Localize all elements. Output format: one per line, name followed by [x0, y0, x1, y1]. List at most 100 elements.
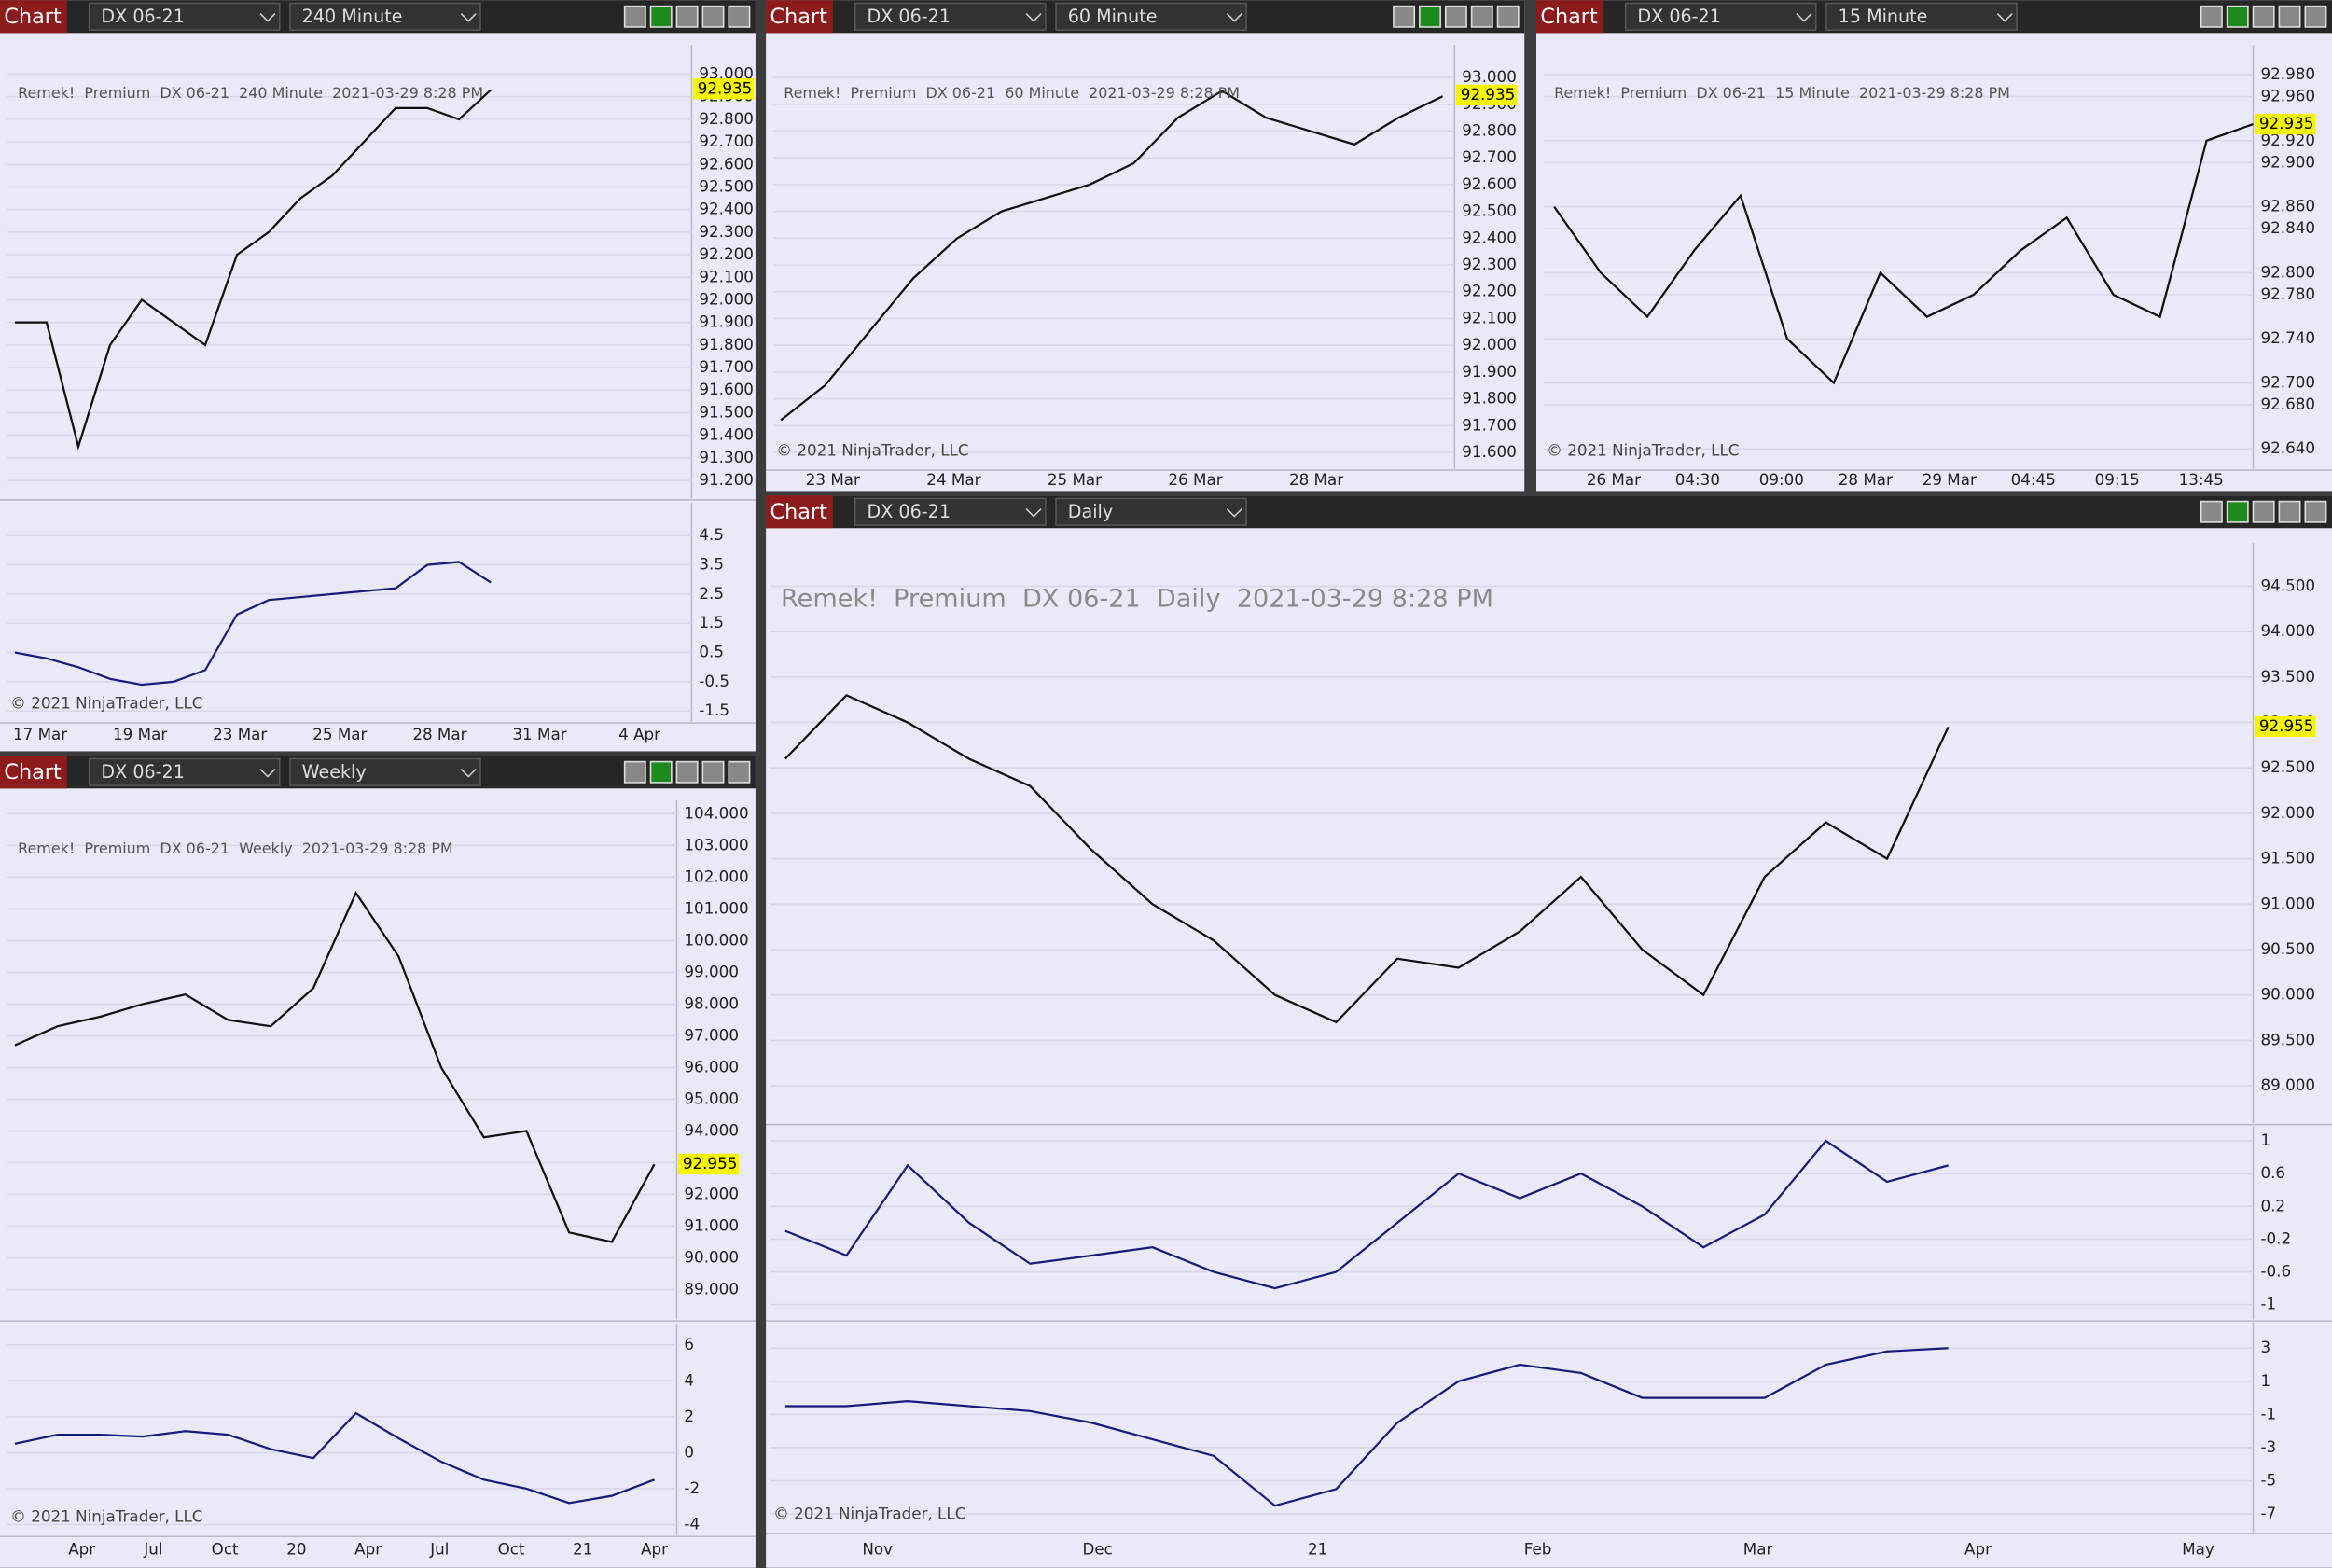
- y-tick-label: 99.000: [684, 962, 739, 980]
- chart-button[interactable]: [1536, 0, 1603, 34]
- instrument: DX 06-21: [101, 761, 184, 783]
- y-tick-label: 91.000: [2260, 894, 2315, 912]
- instrument-dropdown[interactable]: [854, 2, 1047, 31]
- x-tick-label: 4 Apr: [618, 725, 660, 743]
- x-tick-label: May: [2182, 1540, 2214, 1559]
- x-tick-label: Apr: [641, 1540, 668, 1559]
- y-tick-label: 92.500: [699, 177, 754, 196]
- last-price-marker: [678, 1153, 740, 1175]
- x-tick-label: 09:00: [1759, 470, 1804, 489]
- y-tick-label: 92.000: [2260, 803, 2315, 822]
- x-tick-label: 23 Mar: [213, 725, 267, 743]
- window-button[interactable]: [1419, 5, 1441, 28]
- instrument-dropdown[interactable]: [88, 757, 281, 786]
- dropdown-arrow: [1025, 507, 1042, 518]
- interval-dropdown[interactable]: [289, 2, 481, 31]
- y-tick-label: 90.000: [2260, 985, 2315, 1004]
- price-line: [14, 89, 492, 451]
- window-button[interactable]: [2304, 500, 2327, 523]
- instrument-dropdown[interactable]: [1624, 2, 1817, 31]
- interval-dropdown[interactable]: [1825, 2, 2018, 31]
- window-button[interactable]: [2252, 5, 2275, 28]
- window-button[interactable]: [1470, 5, 1493, 28]
- y-tick-label: 91.200: [699, 470, 754, 489]
- y-tick-label: 89.000: [2260, 1075, 2315, 1094]
- window-button[interactable]: [623, 5, 646, 28]
- window-button[interactable]: [2200, 500, 2223, 523]
- window-button[interactable]: [2226, 5, 2249, 28]
- copyright: © 2021 NinjaTrader, LLC: [776, 440, 968, 459]
- window-button[interactable]: [649, 760, 673, 784]
- chart-title: Remek! Premium DX 06-21 240 Minute 2021-…: [18, 84, 483, 102]
- interval-dropdown[interactable]: [1055, 2, 1247, 31]
- window-button[interactable]: [701, 5, 725, 28]
- y-tick-label: -4: [684, 1514, 700, 1533]
- x-tick-label: Mar: [1743, 1540, 1773, 1559]
- window-button[interactable]: [675, 5, 699, 28]
- x-tick-label: Apr: [354, 1540, 382, 1559]
- chart-button[interactable]: [0, 0, 67, 34]
- window-button[interactable]: [649, 5, 673, 28]
- instrument-dropdown[interactable]: [88, 2, 281, 31]
- y-tick-label: 1: [2260, 1131, 2270, 1149]
- chart-button-label: Chart: [1540, 5, 1598, 29]
- instrument: DX 06-21: [868, 501, 951, 522]
- interval-dropdown[interactable]: [1055, 497, 1247, 526]
- chart-title: Remek! Premium DX 06-21 60 Minute 2021-0…: [784, 84, 1240, 102]
- window-button[interactable]: [2278, 5, 2301, 28]
- y-tick-label: 90.000: [684, 1247, 739, 1266]
- y-tick-label: 89.500: [2260, 1030, 2315, 1048]
- chart-button[interactable]: [0, 756, 67, 789]
- y-tick-label: 104.000: [684, 803, 748, 822]
- dropdown-arrow: [259, 13, 276, 22]
- window-button[interactable]: [2304, 5, 2327, 28]
- dropdown-arrow: [460, 13, 477, 22]
- window-button[interactable]: [1496, 5, 1520, 28]
- instrument-dropdown[interactable]: [854, 497, 1047, 526]
- chart-button[interactable]: [766, 495, 833, 529]
- chart-button[interactable]: [766, 0, 833, 34]
- y-tick-label: 100.000: [684, 930, 748, 949]
- x-tick-label: 26 Mar: [1168, 470, 1222, 489]
- window-button[interactable]: [2252, 500, 2275, 523]
- y-tick-label: 92.680: [2260, 395, 2315, 413]
- copyright: © 2021 NinjaTrader, LLC: [10, 693, 202, 712]
- y-tick-label: 92.740: [2260, 328, 2315, 347]
- window-button[interactable]: [2226, 500, 2249, 523]
- window-button[interactable]: [1393, 5, 1416, 28]
- y-tick-label: -1.5: [699, 701, 729, 719]
- y-tick-label: 92.600: [1462, 174, 1517, 193]
- y-tick-label: 3.5: [699, 555, 724, 574]
- window-button[interactable]: [675, 760, 699, 784]
- y-tick-label: 0: [684, 1442, 694, 1461]
- y-tick-label: 91.600: [699, 380, 754, 398]
- dropdown-arrow: [1996, 13, 2013, 22]
- y-tick-label: -2: [684, 1478, 700, 1497]
- x-tick-label: Jul: [429, 1540, 449, 1559]
- y-tick-label: 92.800: [1462, 121, 1517, 140]
- window-button[interactable]: [701, 760, 725, 784]
- y-tick-label: -0.6: [2260, 1262, 2291, 1281]
- y-tick-label: 4: [684, 1370, 694, 1389]
- chart-window: [766, 0, 1525, 492]
- y-tick-label: 92.500: [1462, 201, 1517, 220]
- interval: 60 Minute: [1068, 6, 1158, 27]
- interval-dropdown[interactable]: [289, 757, 481, 786]
- window-button[interactable]: [2200, 5, 2223, 28]
- y-tick-label: 2.5: [699, 584, 724, 603]
- window-button[interactable]: [728, 5, 751, 28]
- chart-title: Remek! Premium DX 06-21 Weekly 2021-03-2…: [18, 840, 453, 857]
- x-tick-label: 26 Mar: [1587, 470, 1641, 489]
- instrument: DX 06-21: [1637, 6, 1720, 27]
- window-button[interactable]: [623, 760, 646, 784]
- window-button[interactable]: [2278, 500, 2301, 523]
- interval: 240 Minute: [302, 6, 403, 27]
- y-tick-label: 6: [684, 1335, 694, 1353]
- y-tick-label: -5: [2260, 1471, 2276, 1490]
- window-button[interactable]: [728, 760, 751, 784]
- dropdown-arrow: [1796, 13, 1812, 22]
- window-button[interactable]: [1444, 5, 1467, 28]
- y-tick-label: 92.980: [2260, 64, 2315, 83]
- x-tick-label: 20: [286, 1540, 306, 1559]
- y-tick-label: 90.500: [2260, 939, 2315, 958]
